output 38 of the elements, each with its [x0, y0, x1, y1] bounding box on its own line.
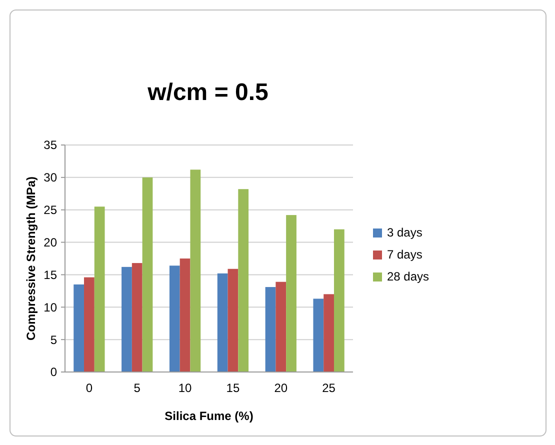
bar [238, 189, 249, 372]
bar [313, 298, 324, 372]
bar [334, 229, 344, 372]
bar [228, 268, 238, 372]
bar [180, 258, 190, 372]
y-tick-label: 30 [44, 170, 58, 185]
y-tick-label: 25 [44, 203, 58, 218]
bar [94, 206, 105, 372]
y-tick-label: 20 [44, 235, 58, 250]
bar [265, 287, 276, 372]
bar [132, 263, 142, 372]
x-axis-title: Silica Fume (%) [164, 409, 254, 423]
bar [142, 177, 153, 372]
x-tick-label: 25 [322, 381, 336, 395]
x-tick-label: 20 [274, 381, 288, 395]
x-tick-label: 0 [86, 381, 93, 395]
y-tick-label: 5 [50, 332, 58, 347]
legend-label: 7 days [387, 248, 422, 262]
bar [84, 277, 94, 372]
bar [169, 266, 180, 372]
chart-title: w/cm = 0.5 [146, 79, 268, 106]
x-tick-label: 15 [226, 381, 240, 395]
bar [286, 215, 296, 372]
bar [276, 282, 286, 372]
legend-label: 28 days [387, 270, 430, 284]
bar [190, 170, 201, 372]
bar [324, 294, 334, 372]
y-tick-label: 10 [44, 300, 58, 314]
legend-label: 3 days [387, 226, 422, 240]
bar [217, 273, 228, 372]
y-tick-label: 15 [44, 268, 58, 282]
y-tick-label: 35 [44, 138, 58, 152]
y-axis-title: Compressive Strength (MPa) [24, 176, 38, 341]
y-tick-label: 0 [50, 365, 58, 380]
x-tick-label: 10 [178, 381, 192, 395]
bar [74, 284, 84, 372]
bar [122, 266, 132, 372]
x-tick-label: 5 [134, 381, 141, 395]
